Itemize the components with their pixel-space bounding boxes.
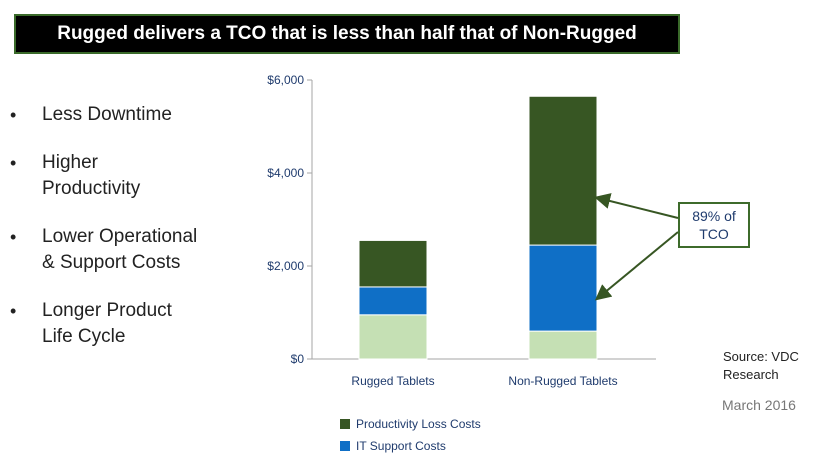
- callout-arrow-productivity: [594, 193, 679, 219]
- bar-segment-productivity: [528, 95, 598, 246]
- y-tick-label: $6,000: [267, 73, 304, 87]
- legend-item-productivity: Productivity Loss Costs: [340, 413, 481, 435]
- bar-segment-it-support: [358, 286, 428, 316]
- bar-segment-base: [528, 330, 598, 360]
- source-date: March 2016: [722, 397, 796, 413]
- bar-segment-productivity: [358, 239, 428, 288]
- legend-swatch-it-support: [340, 441, 350, 451]
- bullet-item: Less Downtime: [10, 102, 230, 128]
- bullet-list: Less Downtime Higher Productivity Lower …: [10, 102, 230, 372]
- bullet-item: Higher Productivity: [10, 150, 230, 202]
- source-line2: Research: [723, 367, 779, 382]
- y-tick-label: $0: [291, 352, 305, 366]
- legend-item-it-support: IT Support Costs: [340, 435, 481, 457]
- title-banner: Rugged delivers a TCO that is less than …: [14, 14, 680, 54]
- callout-line2: TCO: [699, 226, 729, 242]
- chart-title: Rugged delivers a TCO that is less than …: [57, 23, 637, 44]
- source-line1: Source: VDC: [723, 349, 799, 364]
- bullet-item: Longer Product Life Cycle: [10, 298, 230, 350]
- callout-line1: 89% of: [692, 208, 736, 224]
- y-tick-label: $4,000: [267, 166, 304, 180]
- x-tick-label: Rugged Tablets: [351, 374, 434, 388]
- tco-callout: 89% of TCO: [678, 202, 750, 248]
- legend-label-productivity: Productivity Loss Costs: [356, 417, 481, 431]
- bar-segment-base: [358, 314, 428, 360]
- legend-label-it-support: IT Support Costs: [356, 439, 446, 453]
- source-note: Source: VDC Research: [723, 348, 799, 384]
- chart-legend: Productivity Loss Costs IT Support Costs: [340, 413, 481, 457]
- callout-arrow-it-support: [594, 231, 679, 301]
- x-tick-label: Non-Rugged Tablets: [508, 374, 617, 388]
- bar-segment-it-support: [528, 244, 598, 332]
- bullet-item: Lower Operational & Support Costs: [10, 224, 230, 276]
- legend-swatch-productivity: [340, 419, 350, 429]
- y-tick-label: $2,000: [267, 259, 304, 273]
